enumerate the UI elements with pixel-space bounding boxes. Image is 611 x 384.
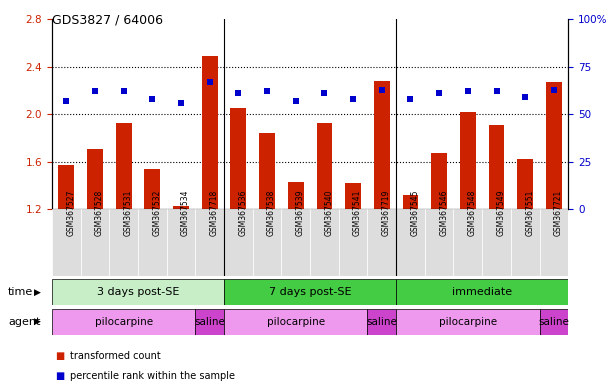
Text: GSM367538: GSM367538 xyxy=(267,189,276,236)
Text: ▶: ▶ xyxy=(34,288,40,297)
Text: saline: saline xyxy=(538,317,569,327)
Text: saline: saline xyxy=(194,317,225,327)
Bar xyxy=(59,166,74,209)
Bar xyxy=(396,309,540,335)
Text: time: time xyxy=(8,287,33,297)
Bar xyxy=(196,209,224,276)
Bar xyxy=(224,209,253,276)
Bar xyxy=(453,209,482,276)
Bar xyxy=(518,159,533,209)
Bar xyxy=(81,209,109,276)
Text: GSM367528: GSM367528 xyxy=(95,190,104,236)
Text: agent: agent xyxy=(8,317,40,327)
Text: GSM367541: GSM367541 xyxy=(353,189,362,236)
Bar xyxy=(52,209,81,276)
Text: ■: ■ xyxy=(55,351,64,361)
Bar xyxy=(546,82,562,209)
Bar xyxy=(396,209,425,276)
Bar xyxy=(489,125,505,209)
Text: GSM367540: GSM367540 xyxy=(324,189,334,236)
Bar xyxy=(259,133,275,209)
Bar xyxy=(109,209,138,276)
Text: GSM367545: GSM367545 xyxy=(411,189,420,236)
Text: GSM367551: GSM367551 xyxy=(525,189,534,236)
Text: GSM367546: GSM367546 xyxy=(439,189,448,236)
Bar xyxy=(115,122,131,209)
Text: GSM367719: GSM367719 xyxy=(382,189,391,236)
Text: GSM367539: GSM367539 xyxy=(296,189,305,236)
Bar xyxy=(460,112,476,209)
Text: 3 days post-SE: 3 days post-SE xyxy=(97,287,179,297)
Bar xyxy=(396,279,568,305)
Text: saline: saline xyxy=(367,317,397,327)
Bar xyxy=(316,122,332,209)
Text: pilocarpine: pilocarpine xyxy=(95,317,153,327)
Bar xyxy=(144,169,160,209)
Text: ■: ■ xyxy=(55,371,64,381)
Bar xyxy=(253,209,282,276)
Bar xyxy=(367,209,396,276)
Text: GSM367531: GSM367531 xyxy=(123,189,133,236)
Bar xyxy=(431,154,447,209)
Text: GSM367532: GSM367532 xyxy=(152,189,161,236)
Bar xyxy=(167,209,196,276)
Bar xyxy=(374,81,390,209)
Bar xyxy=(87,149,103,209)
Bar xyxy=(224,279,396,305)
Bar xyxy=(196,309,224,335)
Text: transformed count: transformed count xyxy=(70,351,161,361)
Bar xyxy=(511,209,540,276)
Bar xyxy=(540,209,568,276)
Bar xyxy=(52,279,224,305)
Text: GSM367549: GSM367549 xyxy=(497,189,505,236)
Bar xyxy=(288,182,304,209)
Text: pilocarpine: pilocarpine xyxy=(266,317,325,327)
Bar xyxy=(482,209,511,276)
Text: GSM367527: GSM367527 xyxy=(66,189,75,236)
Bar xyxy=(338,209,367,276)
Bar xyxy=(52,309,196,335)
Bar xyxy=(224,309,367,335)
Text: 7 days post-SE: 7 days post-SE xyxy=(269,287,351,297)
Text: GSM367534: GSM367534 xyxy=(181,189,190,236)
Bar xyxy=(282,209,310,276)
Text: immediate: immediate xyxy=(452,287,512,297)
Text: percentile rank within the sample: percentile rank within the sample xyxy=(70,371,235,381)
Text: GSM367536: GSM367536 xyxy=(238,189,247,236)
Text: GSM367721: GSM367721 xyxy=(554,190,563,236)
Text: GSM367718: GSM367718 xyxy=(210,190,219,236)
Text: GDS3827 / 64006: GDS3827 / 64006 xyxy=(52,13,163,26)
Bar xyxy=(230,108,246,209)
Bar xyxy=(173,206,189,209)
Bar xyxy=(202,56,218,209)
Bar xyxy=(138,209,167,276)
Bar xyxy=(540,309,568,335)
Bar xyxy=(367,309,396,335)
Bar xyxy=(403,195,419,209)
Text: pilocarpine: pilocarpine xyxy=(439,317,497,327)
Bar xyxy=(345,183,361,209)
Bar xyxy=(425,209,453,276)
Bar xyxy=(310,209,338,276)
Text: ▶: ▶ xyxy=(34,317,40,326)
Text: GSM367548: GSM367548 xyxy=(468,189,477,236)
